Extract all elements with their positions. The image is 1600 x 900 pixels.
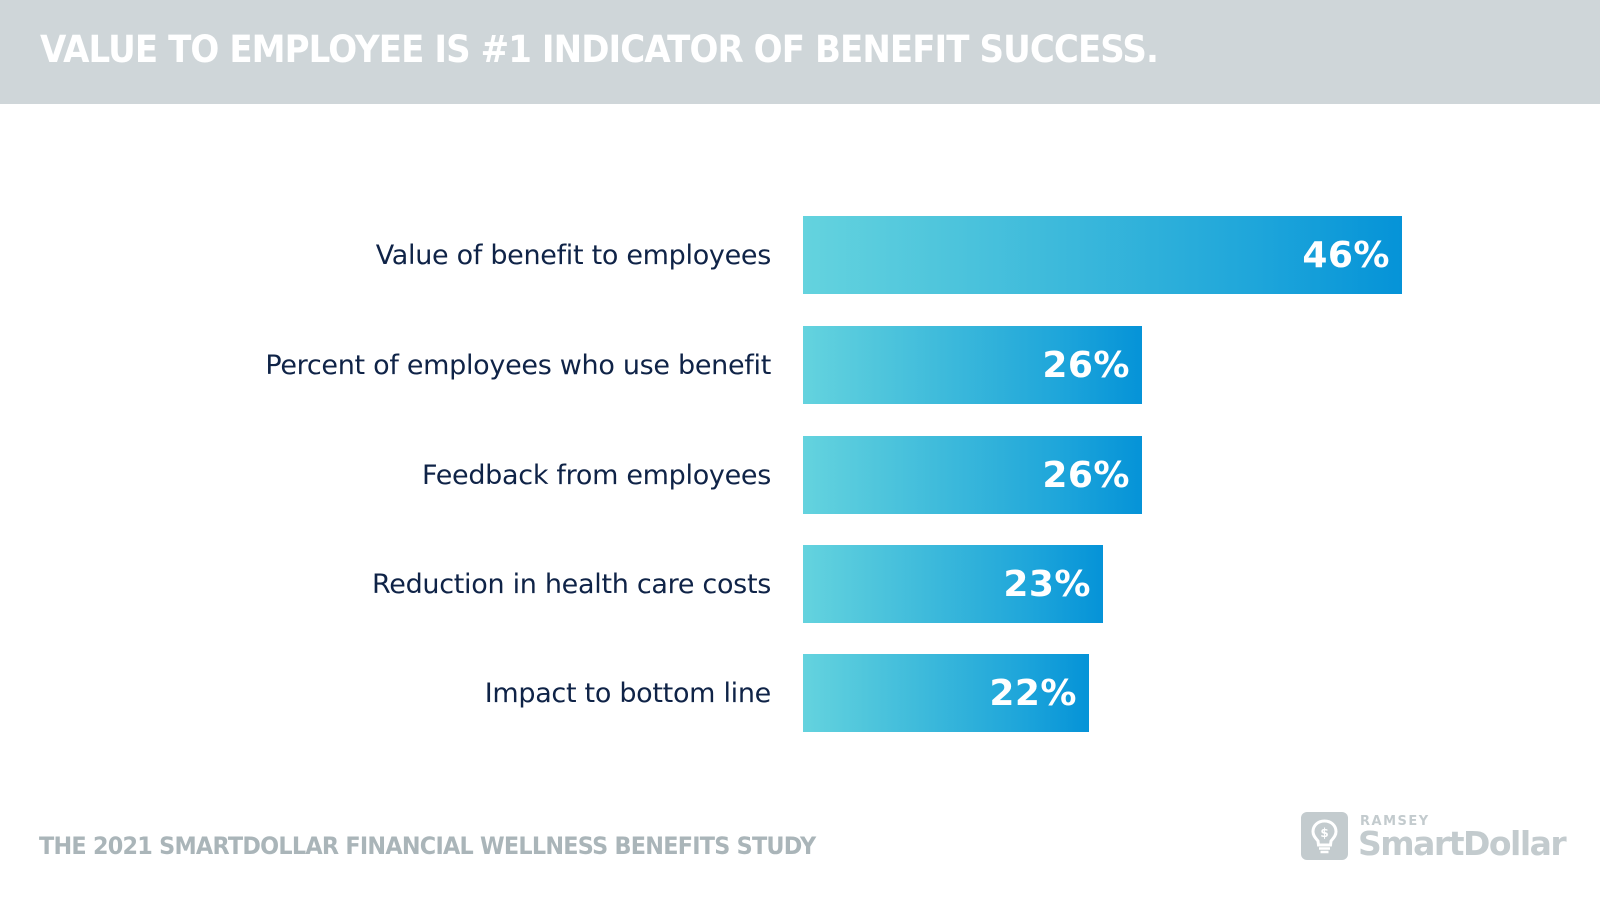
lightbulb-dollar-icon: $ (1301, 812, 1348, 860)
bar-value-label: 26% (1042, 344, 1130, 386)
smartdollar-logo: $ RAMSEY SmartDollar (1301, 812, 1567, 863)
bar: 46% (803, 216, 1402, 294)
bar-label: Feedback from employees (421, 459, 771, 491)
bar: 23% (803, 545, 1103, 623)
logo-ramsey-text: RAMSEY (1360, 814, 1430, 829)
bar-value-label: 22% (989, 672, 1077, 714)
bar: 26% (803, 326, 1142, 404)
bar-label: Percent of employees who use benefit (265, 349, 771, 381)
chart-row: Impact to bottom line 22% (0, 654, 1600, 732)
header-banner: VALUE TO EMPLOYEE IS #1 INDICATOR OF BEN… (0, 0, 1600, 104)
page-title: VALUE TO EMPLOYEE IS #1 INDICATOR OF BEN… (40, 28, 1159, 71)
svg-text:$: $ (1320, 826, 1328, 840)
bar-label: Reduction in health care costs (372, 568, 771, 600)
bar-value-label: 46% (1302, 234, 1390, 276)
logo-brand-text: SmartDollar (1358, 824, 1567, 863)
bar-value-label: 23% (1003, 563, 1091, 605)
bar: 26% (803, 436, 1142, 514)
bar: 22% (803, 654, 1089, 732)
bar-label: Value of benefit to employees (375, 239, 772, 271)
chart-row: Value of benefit to employees 46% (0, 216, 1600, 294)
chart-row: Feedback from employees 26% (0, 436, 1600, 514)
chart-row: Percent of employees who use benefit 26% (0, 326, 1600, 404)
bar-value-label: 26% (1042, 454, 1130, 496)
chart-row: Reduction in health care costs 23% (0, 545, 1600, 623)
bar-label: Impact to bottom line (484, 677, 772, 709)
study-title: THE 2021 SMARTDOLLAR FINANCIAL WELLNESS … (39, 832, 816, 860)
